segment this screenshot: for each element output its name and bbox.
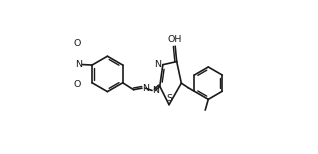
- Text: OH: OH: [168, 35, 182, 44]
- Text: N: N: [142, 84, 149, 93]
- Text: S: S: [166, 94, 172, 103]
- Text: O: O: [73, 80, 81, 89]
- Text: N: N: [154, 60, 161, 69]
- Text: N: N: [75, 60, 82, 69]
- Text: N: N: [153, 86, 160, 95]
- Text: O: O: [73, 39, 81, 48]
